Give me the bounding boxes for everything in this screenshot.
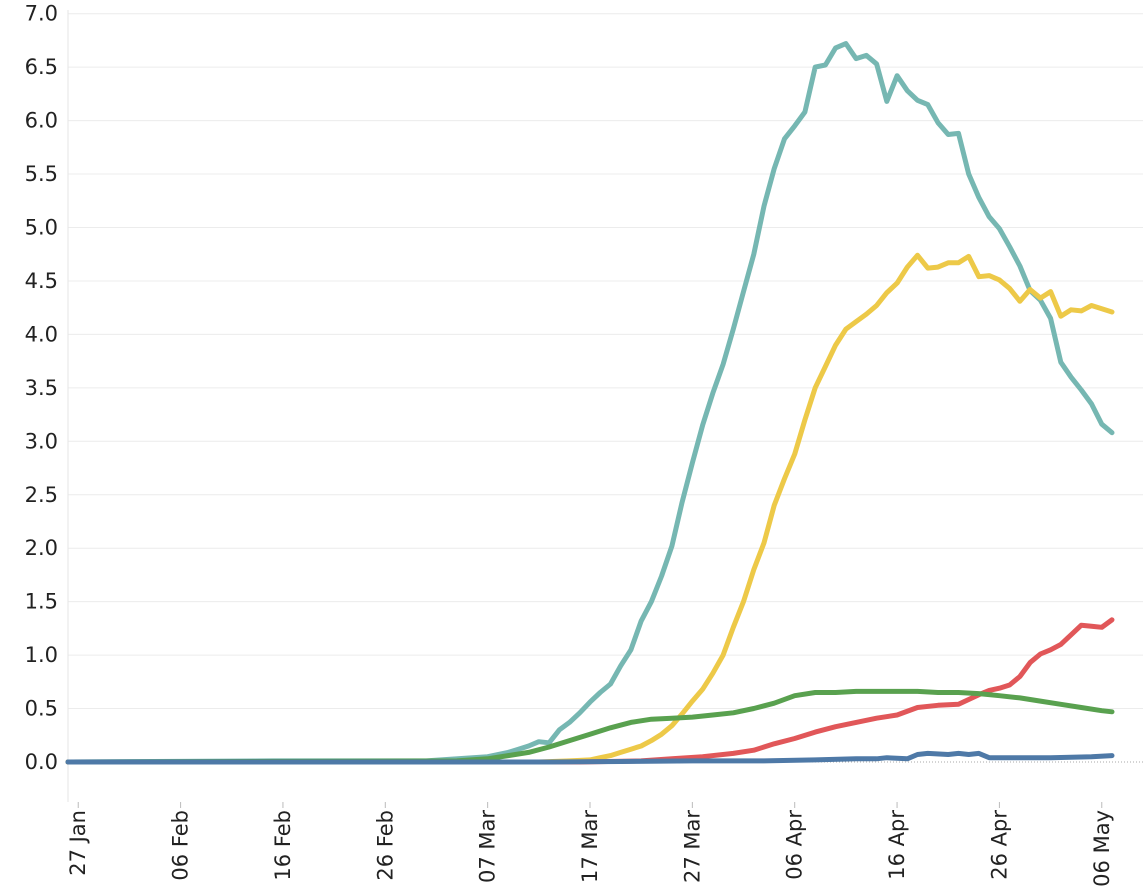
y-tick-label: 2.5 xyxy=(25,483,58,507)
y-tick-label: 6.0 xyxy=(25,109,58,133)
y-axis-tick-labels: 0.0 0.5 1.0 1.5 2.0 2.5 3.0 3.5 4.0 4.5 5.0 5.5 6.0 6… xyxy=(25,2,58,774)
y-tick-label: 3.0 xyxy=(25,429,58,453)
x-tick-label: 06 Apr xyxy=(783,810,807,880)
series-line-2 xyxy=(65,252,1115,765)
y-tick-label: 0.5 xyxy=(25,697,58,721)
x-tick-label: 26 Apr xyxy=(987,810,1011,880)
y-tick-label: 7.0 xyxy=(25,2,58,26)
y-tick-label: 3.5 xyxy=(25,376,58,400)
y-tick-label: 4.5 xyxy=(25,269,58,293)
x-tick-label: 26 Feb xyxy=(373,810,397,881)
y-tick-label: 1.5 xyxy=(25,590,58,614)
y-tick-label: 4.0 xyxy=(25,322,58,346)
y-tick-label: 5.0 xyxy=(25,216,58,240)
x-tick-label: 06 May xyxy=(1090,810,1114,887)
y-tick-label: 6.5 xyxy=(25,55,58,79)
gridlines xyxy=(67,10,1143,808)
y-tick-label: 5.5 xyxy=(25,162,58,186)
x-tick-label: 07 Mar xyxy=(476,810,500,883)
x-tick-label: 16 Apr xyxy=(885,810,909,880)
series-line-5 xyxy=(65,750,1115,765)
x-tick-label: 17 Mar xyxy=(578,810,602,883)
series-line-1 xyxy=(65,41,1115,765)
x-tick-label: 06 Feb xyxy=(169,810,193,881)
x-tick-label: 27 Jan xyxy=(66,810,90,876)
x-tick-label: 16 Feb xyxy=(271,810,295,881)
y-tick-label: 1.0 xyxy=(25,643,58,667)
y-tick-label: 2.0 xyxy=(25,536,58,560)
series-lines xyxy=(65,41,1115,765)
x-axis-tick-labels: 27 Jan 06 Feb 16 Feb 26 Feb 07 Mar 17 Mar 27 M… xyxy=(66,810,1114,887)
y-tick-label: 0.0 xyxy=(25,750,58,774)
series-line-4 xyxy=(65,688,1115,765)
x-tick-label: 27 Mar xyxy=(680,810,704,883)
series-line-3 xyxy=(65,617,1115,765)
